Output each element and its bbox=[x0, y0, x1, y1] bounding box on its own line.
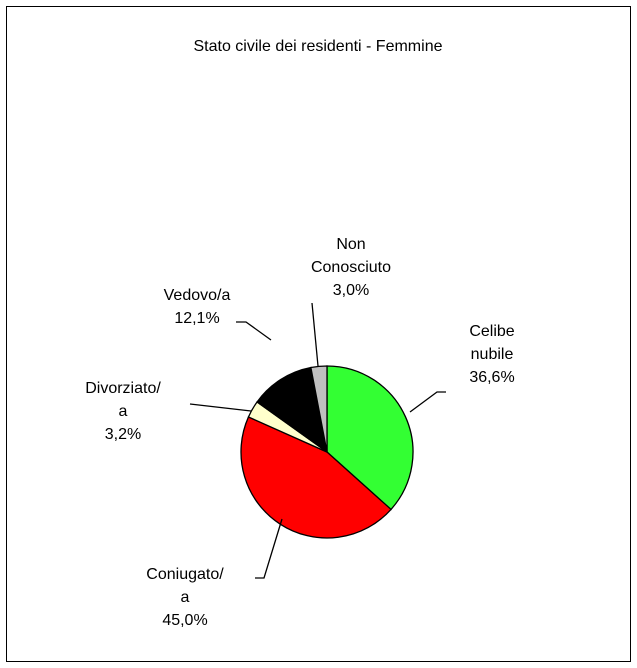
leader-line bbox=[409, 391, 446, 413]
pie-slice bbox=[256, 366, 328, 454]
leader-line bbox=[236, 321, 272, 341]
slice-label: Vedovo/a bbox=[164, 287, 231, 304]
slice-label: Divorziato/a bbox=[85, 380, 161, 420]
leader-line bbox=[189, 403, 252, 412]
slice-label: Non Conosciuto bbox=[311, 236, 391, 276]
chart-frame bbox=[6, 6, 631, 662]
leader-line bbox=[255, 518, 283, 579]
slice-value-label: 3,2% bbox=[105, 426, 141, 443]
slice-label: Celibe nubile bbox=[469, 323, 514, 363]
slice-value-label: 12,1% bbox=[174, 310, 219, 327]
slice-value-label: 45,0% bbox=[162, 612, 207, 629]
slice-label: Coniugato/a bbox=[146, 566, 224, 606]
chart-title: Stato civile dei residenti - Femmine bbox=[194, 38, 443, 55]
leader-line bbox=[311, 302, 319, 367]
slice-value-label: 36,6% bbox=[469, 369, 514, 386]
pie-slice bbox=[326, 365, 414, 511]
pie-slice bbox=[310, 365, 328, 453]
slice-value-label: 3,0% bbox=[333, 282, 369, 299]
